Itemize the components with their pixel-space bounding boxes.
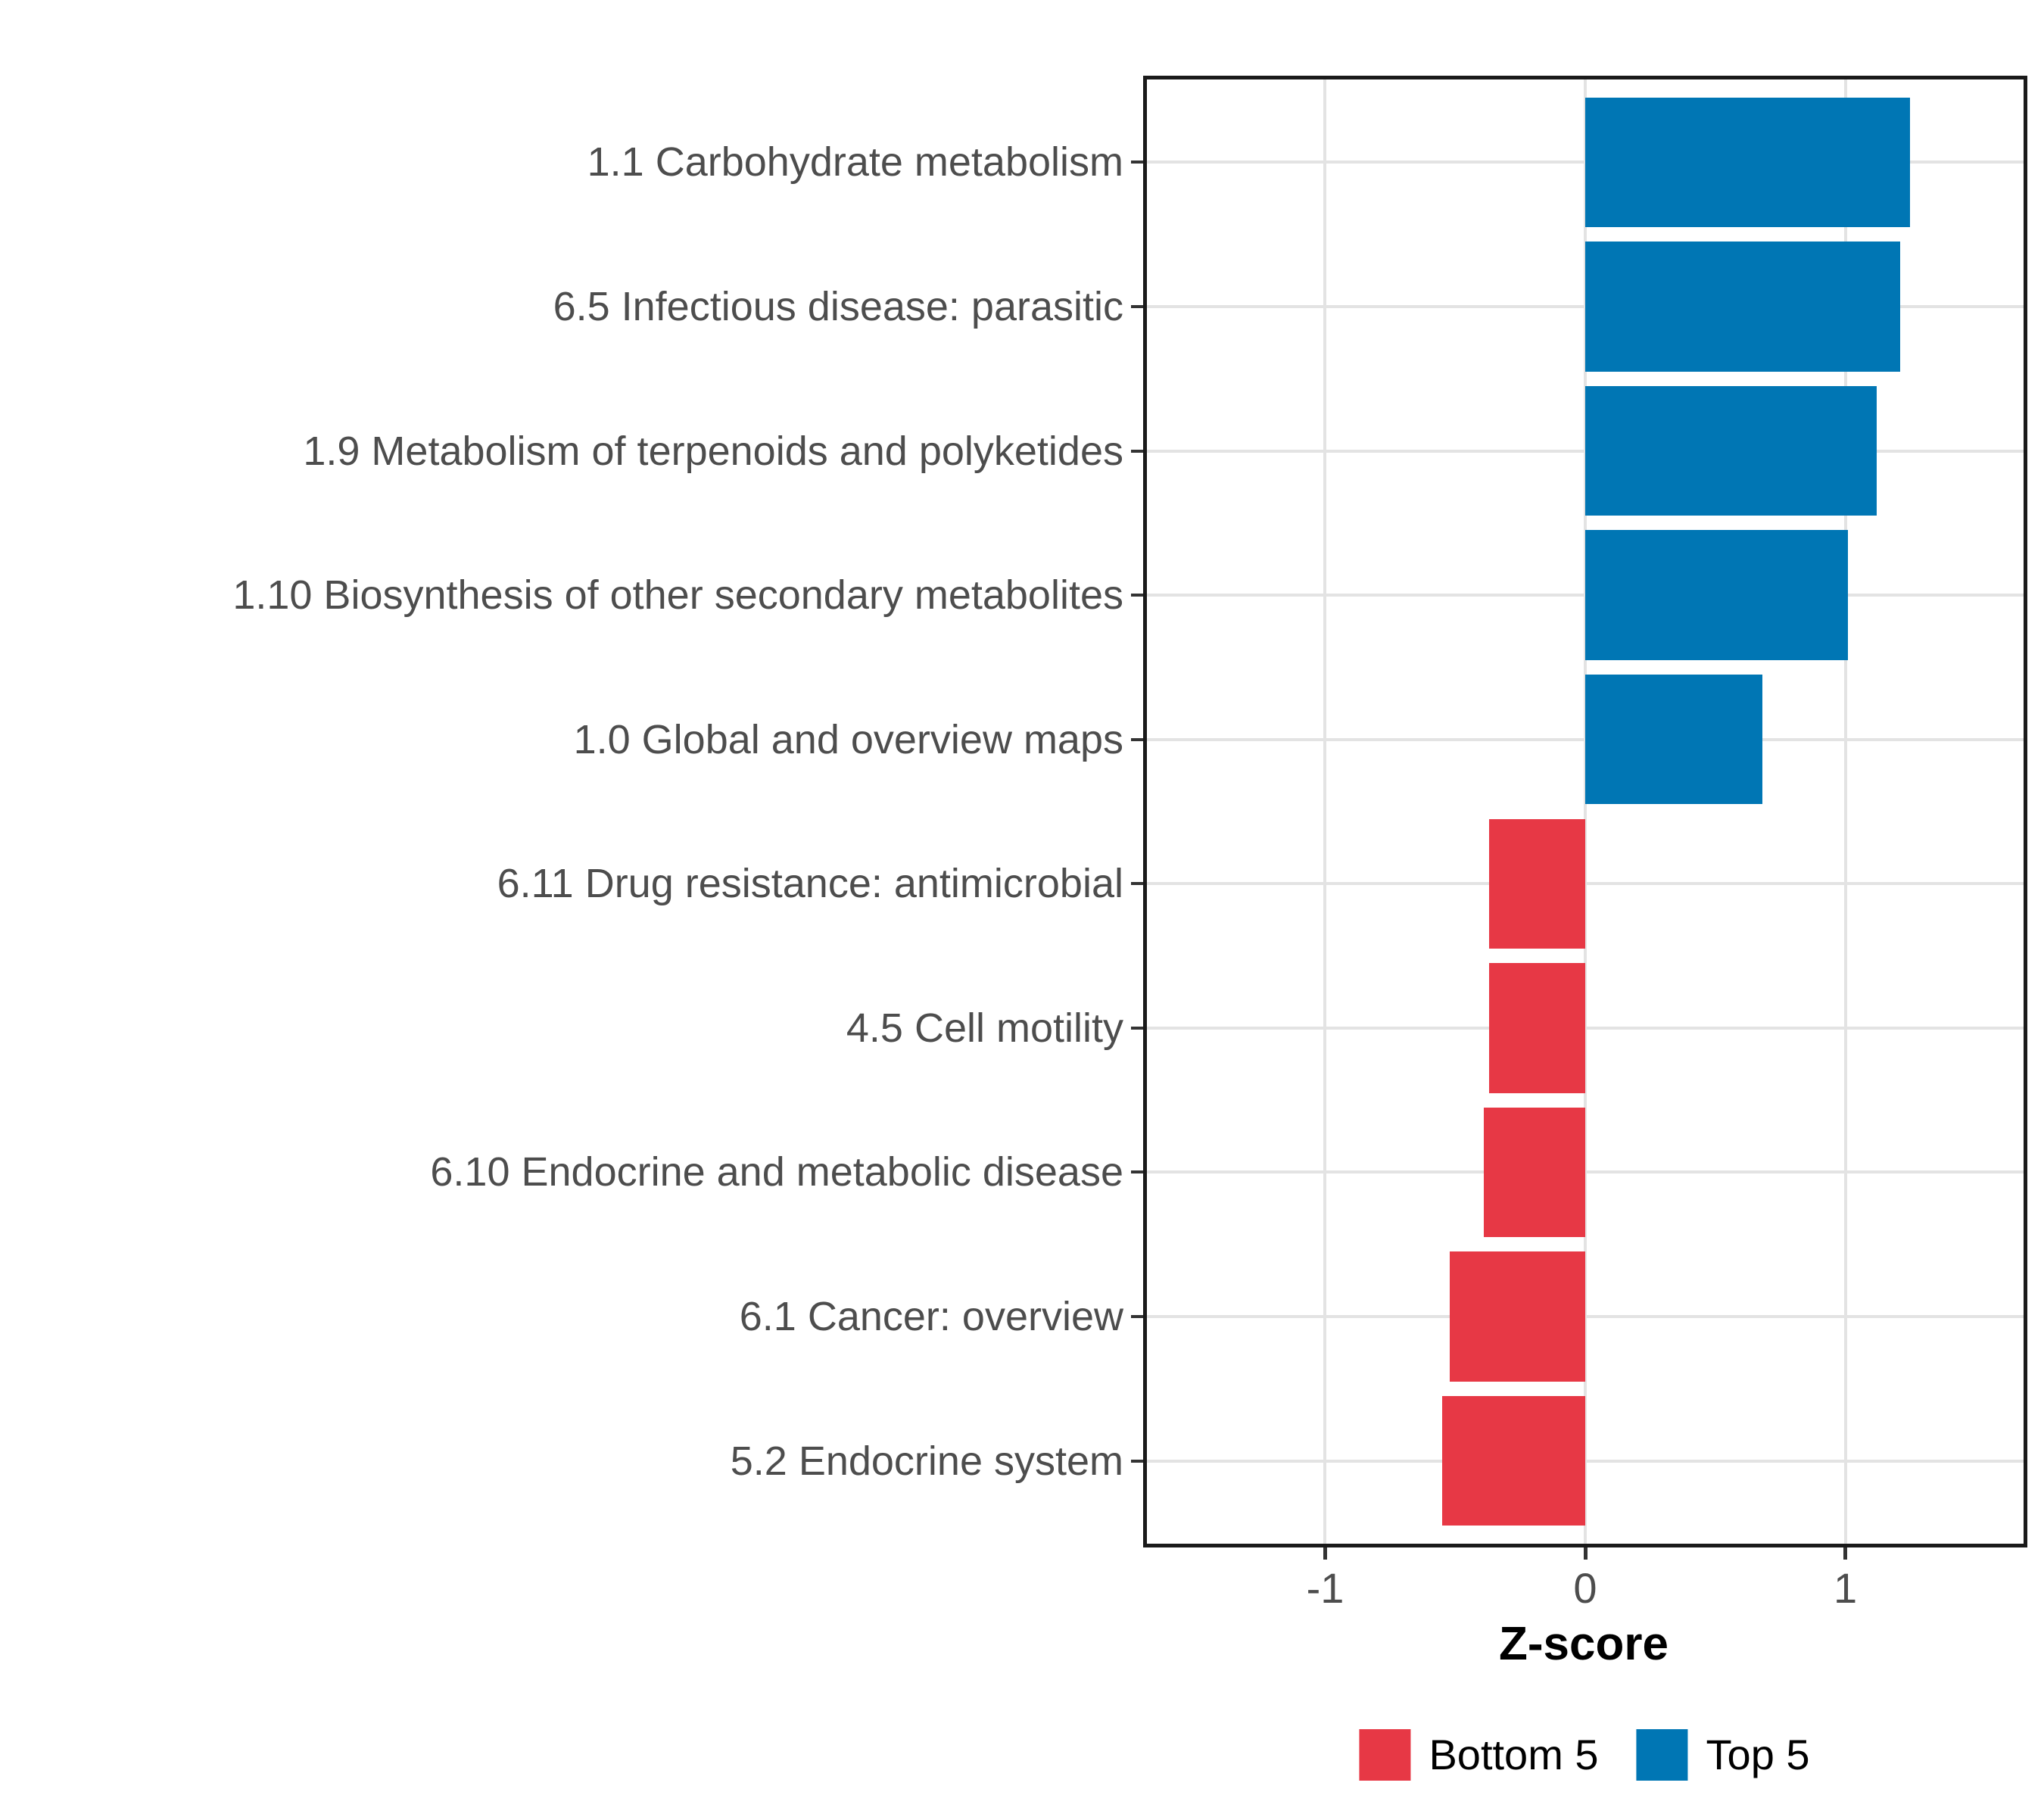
x-gridline (1584, 76, 1587, 1547)
legend-label-bottom-5: Bottom 5 (1429, 1731, 1599, 1778)
y-tick-label: 1.0 Global and overview maps (573, 716, 1123, 762)
x-tick-mark (1843, 1547, 1848, 1560)
x-tick-label: 1 (1833, 1564, 1858, 1612)
legend-label-top-5: Top 5 (1706, 1731, 1810, 1778)
y-tick-label: 1.9 Metabolism of terpenoids and polyket… (303, 428, 1123, 474)
y-tick-label: 6.1 Cancer: overview (739, 1294, 1123, 1340)
bar-5-2-endocrine-system (1442, 1395, 1585, 1526)
y-tick-mark (1131, 737, 1143, 741)
bar-6-11-drug-resistance-antimicrobial (1488, 818, 1585, 949)
x-tick-label: 0 (1573, 1564, 1597, 1612)
bar-1-0-global-and-overview-maps (1585, 674, 1762, 805)
y-tick-mark (1131, 449, 1143, 453)
y-tick-mark (1131, 1026, 1143, 1030)
bar-1-10-biosynthesis-of-other-secondary-metabolites (1585, 530, 1848, 660)
legend: Bottom 5 Top 5 (1359, 1729, 1810, 1781)
y-tick-mark (1131, 1315, 1143, 1319)
bar-6-1-cancer-overview (1450, 1251, 1585, 1382)
y-tick-label: 1.10 Biosynthesis of other secondary met… (232, 572, 1123, 619)
legend-item-bottom-5: Bottom 5 (1359, 1729, 1599, 1781)
x-tick-mark (1323, 1547, 1327, 1560)
y-tick-label: 4.5 Cell motility (846, 1005, 1123, 1051)
y-tick-label: 6.11 Drug resistance: antimicrobial (497, 861, 1123, 907)
y-gridline (1143, 1315, 2027, 1319)
y-tick-mark (1131, 1459, 1143, 1463)
legend-item-top-5: Top 5 (1636, 1729, 1810, 1781)
bar-1-1-carbohydrate-metabolism (1585, 97, 1911, 228)
y-tick-label: 5.2 Endocrine system (730, 1438, 1123, 1484)
y-tick-mark (1131, 882, 1143, 886)
y-tick-mark (1131, 594, 1143, 597)
bar-6-10-endocrine-and-metabolic-disease (1484, 1107, 1585, 1238)
y-gridline (1143, 882, 2027, 886)
legend-swatch-top-5 (1636, 1729, 1688, 1781)
y-tick-mark (1131, 161, 1143, 164)
x-gridline (1323, 76, 1327, 1547)
bar-6-5-infectious-disease-parasitic (1585, 242, 1900, 372)
y-tick-label: 6.5 Infectious disease: parasitic (553, 283, 1123, 329)
y-gridline (1143, 1459, 2027, 1463)
y-tick-label: 6.10 Endocrine and metabolic disease (430, 1149, 1123, 1195)
bar-4-5-cell-motility (1488, 963, 1585, 1093)
x-tick-label: -1 (1306, 1564, 1344, 1612)
x-tick-mark (1583, 1547, 1588, 1560)
x-axis-title: Z-score (1499, 1618, 1669, 1670)
x-gridline (1843, 76, 1847, 1547)
y-tick-mark (1131, 1170, 1143, 1174)
y-tick-mark (1131, 304, 1143, 308)
bar-1-9-metabolism-of-terpenoids-and-polyketides (1585, 385, 1877, 516)
legend-swatch-bottom-5 (1359, 1729, 1411, 1781)
y-gridline (1143, 1026, 2027, 1030)
y-gridline (1143, 1170, 2027, 1174)
y-tick-label: 1.1 Carbohydrate metabolism (587, 139, 1123, 185)
